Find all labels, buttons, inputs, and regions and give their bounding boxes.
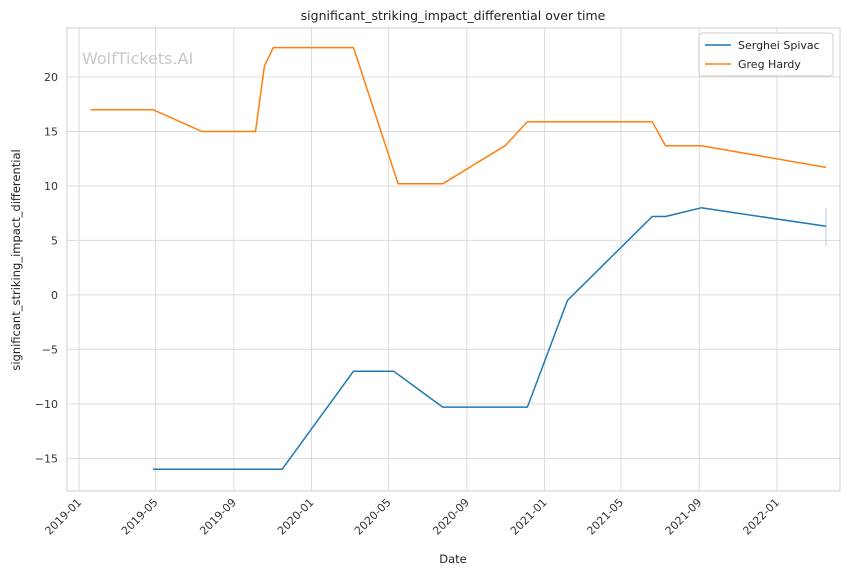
y-tick-label: 10	[44, 180, 58, 193]
legend-box	[698, 32, 834, 77]
y-tick-label: −10	[35, 398, 58, 411]
x-tick-label: 2021-09	[663, 496, 705, 538]
x-axis-title: Date	[439, 552, 467, 566]
x-tick-label: 2019-05	[119, 496, 161, 538]
x-tick-label: 2021-01	[508, 496, 550, 538]
x-tick-label: 2020-05	[352, 496, 394, 538]
chart-title: significant_striking_impact_differential…	[301, 8, 606, 23]
series-line-greg-hardy	[90, 46, 827, 185]
plot-area-frame	[66, 27, 841, 492]
legend-label-serghei-spivac: Serghei Spivac	[738, 39, 820, 52]
x-gridlines	[78, 28, 778, 491]
series-layer	[90, 46, 827, 470]
y-tick-labels: 20 15 10 5 0 −5 −10 −15	[35, 71, 58, 465]
watermark: WolfTickets.AI	[82, 49, 193, 68]
y-gridlines	[67, 76, 840, 459]
legend: Serghei Spivac Greg Hardy	[698, 32, 834, 77]
y-tick-label: 20	[44, 71, 58, 84]
y-tick-label: 0	[51, 289, 58, 302]
x-tick-label: 2019-09	[197, 496, 239, 538]
y-axis-title: significant_striking_impact_differential	[9, 149, 23, 370]
x-tick-label: 2020-09	[430, 496, 472, 538]
x-tick-label: 2020-01	[275, 496, 317, 538]
x-tick-labels: 2019-01 2019-05 2019-09 2020-01 2020-05 2020-…	[43, 496, 783, 538]
x-tick-label: 2021-05	[584, 496, 626, 538]
x-tick-label: 2022-01	[740, 496, 782, 538]
y-tick-label: 5	[51, 234, 58, 247]
y-tick-label: 15	[44, 125, 58, 138]
series-line-serghei-spivac	[153, 207, 827, 470]
y-tick-label: −5	[42, 343, 58, 356]
x-tick-label: 2019-01	[43, 496, 85, 538]
legend-label-greg-hardy: Greg Hardy	[738, 58, 801, 71]
y-tick-label: −15	[35, 452, 58, 465]
